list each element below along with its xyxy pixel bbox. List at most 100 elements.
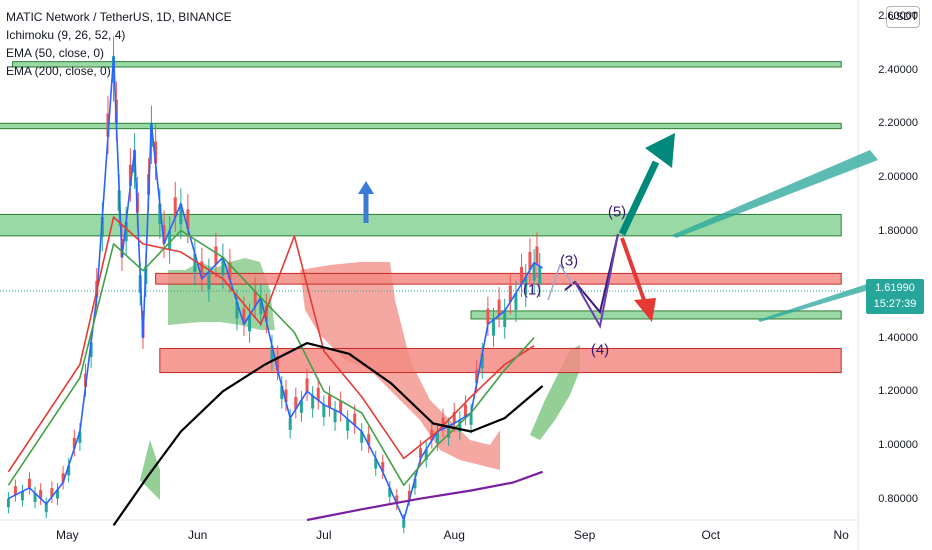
candle-body <box>253 290 257 307</box>
candle-body <box>248 315 252 332</box>
y-tick-label: 1.20000 <box>878 385 918 398</box>
x-tick-label: Jun <box>187 528 208 542</box>
candle-body <box>39 489 43 499</box>
candle-body <box>508 285 512 302</box>
x-tick-label: Jul <box>316 528 332 542</box>
candle-body <box>288 418 292 430</box>
indicator-ema50[interactable]: EMA (50, close, 0) <box>6 46 105 60</box>
candle-body <box>458 419 462 432</box>
candle-body <box>221 257 225 276</box>
candle-body <box>20 491 24 501</box>
last-price-tag: 1.61990 15:27:39 <box>866 279 924 314</box>
candle-body <box>27 478 31 488</box>
candle-body <box>497 299 501 316</box>
candle-body <box>311 395 315 409</box>
candle-body <box>339 400 343 413</box>
candle-body <box>264 305 268 322</box>
candle-body <box>480 353 484 369</box>
series-line-4[interactable] <box>306 470 543 522</box>
x-tick-label: Aug <box>443 528 465 542</box>
x-tick-label: No <box>833 528 849 542</box>
support-zone[interactable] <box>12 61 842 68</box>
candle-body <box>452 411 456 424</box>
up-arrow-blue <box>358 181 374 223</box>
candle-body <box>61 473 65 483</box>
candle-body <box>72 437 76 449</box>
candle-body <box>491 319 495 336</box>
candle-body <box>524 276 528 295</box>
candle-body <box>528 252 532 270</box>
indicator-ema200[interactable]: EMA (200, close, 0) <box>6 64 111 78</box>
candle-body <box>228 262 232 280</box>
candle-body <box>280 385 284 400</box>
candle-body <box>158 203 162 225</box>
candle-body <box>381 462 385 472</box>
candle-body <box>270 345 274 361</box>
candle-body <box>316 387 320 401</box>
candle-body <box>447 426 451 438</box>
candle-body <box>322 404 326 418</box>
candle-body <box>242 308 246 325</box>
candle-body <box>475 370 479 384</box>
candle-body <box>162 225 166 244</box>
resistance-zone[interactable] <box>155 272 842 285</box>
support-zone[interactable] <box>0 122 842 130</box>
y-tick-label: 1.80000 <box>878 224 918 237</box>
candle-body <box>374 458 378 469</box>
candle-body <box>538 266 542 285</box>
currency-button[interactable]: USDT <box>886 6 920 28</box>
bear-arrow <box>620 237 656 322</box>
candle-body <box>520 266 524 285</box>
projection-path-4 <box>574 233 619 329</box>
y-tick-label: 0.80000 <box>878 492 918 505</box>
candle-body <box>395 495 399 504</box>
wave-thin-line <box>547 263 574 301</box>
candle-body <box>6 498 10 508</box>
wave-label-1: (1) <box>522 281 542 299</box>
candle-body <box>360 431 364 443</box>
candle-body <box>333 410 337 423</box>
indicator-ichimoku[interactable]: Ichimoku (9, 26, 52, 4) <box>6 28 126 42</box>
candle-body <box>463 404 467 417</box>
support-zone[interactable] <box>470 310 842 320</box>
candle-body <box>78 431 82 443</box>
candle-body <box>50 488 54 497</box>
x-tick-label: Sep <box>573 528 596 542</box>
candle-body <box>179 203 183 225</box>
candle-body <box>469 412 473 425</box>
projection-path <box>564 233 619 315</box>
trend-channel-upper <box>672 150 878 238</box>
wave-label-4: (4) <box>590 341 610 359</box>
series-line-1[interactable] <box>7 216 535 473</box>
candle-body <box>294 397 298 410</box>
candle-body <box>235 301 239 319</box>
candle-body <box>284 389 288 403</box>
series-line-3[interactable] <box>112 342 544 527</box>
candle-body <box>33 493 37 502</box>
candle-body <box>128 164 132 186</box>
candle-body <box>486 308 490 325</box>
candle-body <box>535 246 539 265</box>
candle-body <box>419 448 423 459</box>
candle-body <box>299 400 303 413</box>
wave-label-5: (5) <box>607 203 627 221</box>
candle-body <box>346 419 350 431</box>
candle-body <box>353 413 357 426</box>
candle-body <box>200 261 204 279</box>
candle-body <box>367 434 371 445</box>
last-price-value: 1.61990 <box>875 282 915 294</box>
series-line-0[interactable] <box>8 55 544 521</box>
candle-body <box>305 378 309 392</box>
candle-body <box>106 113 110 137</box>
y-tick-label: 2.20000 <box>878 117 918 130</box>
series-line-2[interactable] <box>7 229 535 487</box>
candle-body <box>186 209 190 229</box>
chart-legend: MATIC Network / TetherUS, 1D, BINANCE Ic… <box>6 8 232 80</box>
candle-body <box>388 487 392 497</box>
bull-arrow <box>618 133 675 236</box>
x-tick-label: Oct <box>701 528 721 542</box>
candle-body <box>89 342 93 358</box>
candle-body <box>168 230 172 250</box>
candle-body <box>532 262 536 281</box>
